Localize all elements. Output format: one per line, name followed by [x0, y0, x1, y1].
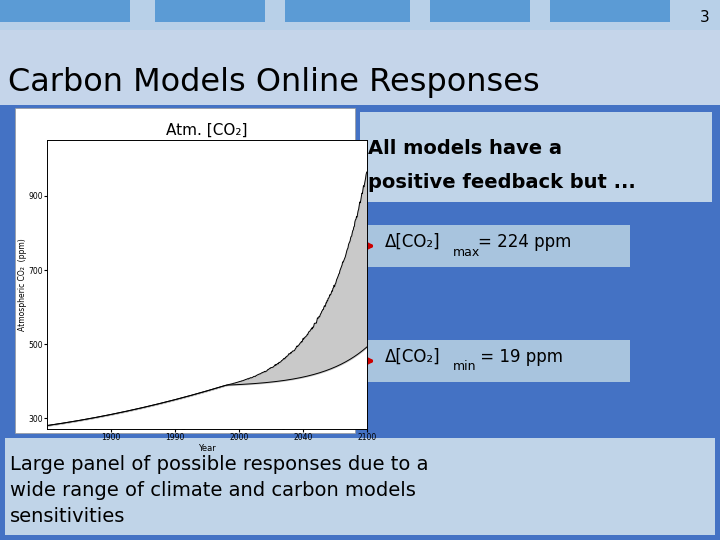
X-axis label: Year: Year	[198, 444, 216, 453]
Bar	[5, 438, 715, 535]
Bar	[360, 112, 712, 202]
Bar	[0, 0, 720, 30]
Text: 3: 3	[701, 10, 710, 25]
Text: max: max	[453, 246, 480, 259]
Text: positive feedback but ...: positive feedback but ...	[368, 172, 636, 192]
Y-axis label: Atmospheric CO₂  (ppm): Atmospheric CO₂ (ppm)	[17, 239, 27, 331]
Bar	[365, 340, 630, 382]
Text: Δ[CO₂]: Δ[CO₂]	[385, 233, 441, 251]
Bar	[0, 30, 720, 105]
Title: Atm. [CO₂]: Atm. [CO₂]	[166, 123, 248, 138]
Text: Carbon Models Online Responses: Carbon Models Online Responses	[8, 66, 540, 98]
Text: All models have a: All models have a	[368, 138, 562, 158]
Text: min: min	[453, 361, 477, 374]
Bar	[0, 0, 130, 22]
Bar	[430, 0, 530, 22]
Text: [C4MIP- Friedlingstein et al., 2005]: [C4MIP- Friedlingstein et al., 2005]	[94, 420, 287, 430]
Text: = 224 ppm: = 224 ppm	[478, 233, 572, 251]
Text: wide range of climate and carbon models: wide range of climate and carbon models	[10, 481, 416, 500]
Bar	[285, 0, 410, 22]
Text: = 19 ppm: = 19 ppm	[475, 348, 563, 366]
Text: Large panel of possible responses due to a: Large panel of possible responses due to…	[10, 456, 428, 475]
Bar	[550, 0, 670, 22]
Bar	[365, 225, 630, 267]
Bar	[0, 105, 720, 435]
Text: sensitivities: sensitivities	[10, 507, 125, 525]
Bar	[155, 0, 265, 22]
Bar	[15, 108, 355, 433]
Text: Δ[CO₂]: Δ[CO₂]	[385, 348, 441, 366]
